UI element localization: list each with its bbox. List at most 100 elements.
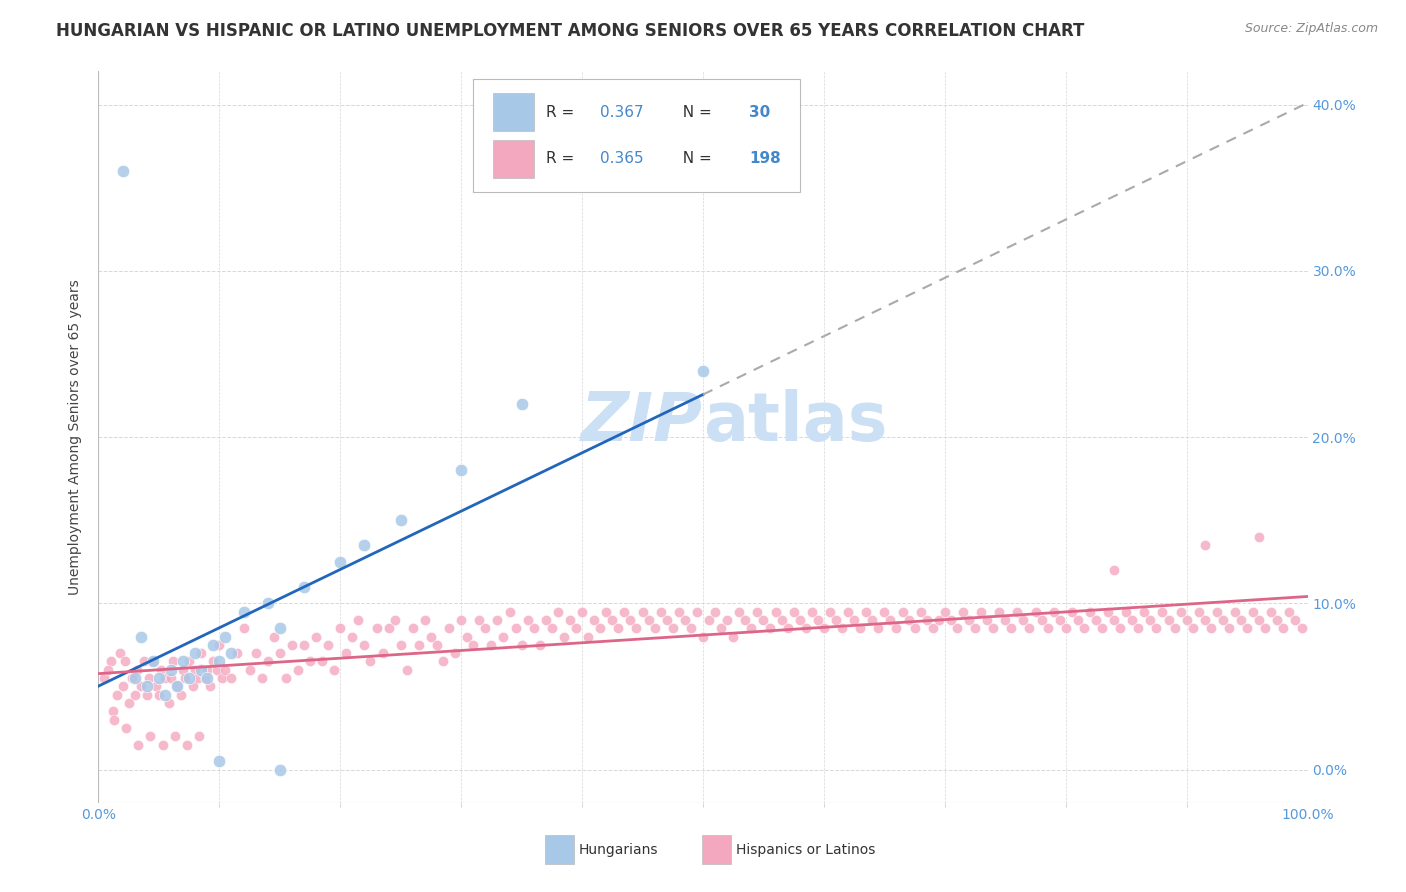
Point bbox=[710, 621, 733, 635]
Point bbox=[93, 671, 115, 685]
Text: 198: 198 bbox=[749, 151, 780, 166]
Point bbox=[208, 754, 231, 768]
Point bbox=[631, 605, 654, 619]
FancyBboxPatch shape bbox=[702, 835, 731, 864]
Point bbox=[232, 621, 254, 635]
Point bbox=[1230, 613, 1253, 627]
Point bbox=[1188, 605, 1211, 619]
Point bbox=[783, 605, 806, 619]
Point bbox=[169, 688, 191, 702]
Point bbox=[190, 663, 212, 677]
Point bbox=[813, 621, 835, 635]
Point bbox=[855, 605, 877, 619]
Point bbox=[770, 613, 793, 627]
FancyBboxPatch shape bbox=[492, 140, 534, 178]
Point bbox=[121, 671, 143, 685]
Point bbox=[939, 613, 962, 627]
Point bbox=[256, 596, 278, 610]
Point bbox=[650, 605, 672, 619]
Point bbox=[686, 605, 709, 619]
Point bbox=[626, 621, 648, 635]
Point bbox=[673, 613, 696, 627]
Point bbox=[1254, 621, 1277, 635]
Point bbox=[221, 671, 243, 685]
Point bbox=[134, 655, 156, 669]
Point bbox=[498, 605, 520, 619]
FancyBboxPatch shape bbox=[492, 93, 534, 131]
Point bbox=[166, 680, 188, 694]
Point bbox=[202, 638, 225, 652]
FancyBboxPatch shape bbox=[544, 835, 574, 864]
Point bbox=[1115, 605, 1137, 619]
Text: 30: 30 bbox=[749, 104, 770, 120]
Point bbox=[976, 613, 998, 627]
Point bbox=[292, 638, 315, 652]
Point bbox=[1175, 613, 1198, 627]
Point bbox=[160, 671, 183, 685]
Point bbox=[281, 638, 304, 652]
Point bbox=[389, 513, 412, 527]
Point bbox=[946, 621, 969, 635]
Point bbox=[1091, 621, 1114, 635]
Point bbox=[1284, 613, 1306, 627]
Point bbox=[105, 688, 128, 702]
Point bbox=[668, 605, 690, 619]
Point bbox=[172, 663, 194, 677]
Point bbox=[558, 613, 581, 627]
Point bbox=[1097, 605, 1119, 619]
Point bbox=[114, 655, 136, 669]
Point bbox=[127, 663, 149, 677]
Text: 0.365: 0.365 bbox=[600, 151, 644, 166]
Point bbox=[613, 605, 636, 619]
Point bbox=[323, 663, 346, 677]
Point bbox=[129, 680, 152, 694]
Point bbox=[142, 655, 165, 669]
Point bbox=[728, 605, 751, 619]
Point bbox=[371, 646, 394, 660]
Point bbox=[994, 613, 1017, 627]
Point bbox=[124, 671, 146, 685]
Point bbox=[1170, 605, 1192, 619]
Point bbox=[1049, 613, 1071, 627]
Point bbox=[184, 663, 207, 677]
Point bbox=[269, 621, 291, 635]
Point bbox=[360, 655, 382, 669]
Point bbox=[389, 638, 412, 652]
Point bbox=[103, 713, 125, 727]
Point bbox=[1036, 621, 1059, 635]
Point bbox=[1249, 613, 1271, 627]
Point bbox=[723, 630, 745, 644]
Point bbox=[413, 613, 436, 627]
Point bbox=[1054, 621, 1077, 635]
Point bbox=[1146, 621, 1168, 635]
Point bbox=[150, 663, 173, 677]
Point bbox=[529, 638, 551, 652]
Point bbox=[1078, 605, 1101, 619]
Point bbox=[208, 655, 231, 669]
Point bbox=[1223, 605, 1246, 619]
Point bbox=[1194, 613, 1216, 627]
Text: atlas: atlas bbox=[703, 390, 887, 456]
Point bbox=[184, 646, 207, 660]
Point bbox=[965, 621, 987, 635]
Point bbox=[287, 663, 309, 677]
Point bbox=[263, 630, 285, 644]
Point bbox=[269, 646, 291, 660]
Point bbox=[179, 655, 201, 669]
Point bbox=[1109, 621, 1132, 635]
Point bbox=[897, 613, 920, 627]
Point bbox=[408, 638, 430, 652]
Point bbox=[758, 621, 780, 635]
Point bbox=[187, 671, 209, 685]
Point bbox=[311, 655, 333, 669]
Point bbox=[1194, 538, 1216, 552]
Point bbox=[547, 605, 569, 619]
Point bbox=[157, 696, 180, 710]
Point bbox=[1139, 613, 1161, 627]
Point bbox=[198, 680, 221, 694]
Point bbox=[1291, 621, 1313, 635]
Point bbox=[1278, 605, 1301, 619]
Point bbox=[160, 663, 183, 677]
Point bbox=[868, 621, 890, 635]
Point bbox=[481, 638, 503, 652]
